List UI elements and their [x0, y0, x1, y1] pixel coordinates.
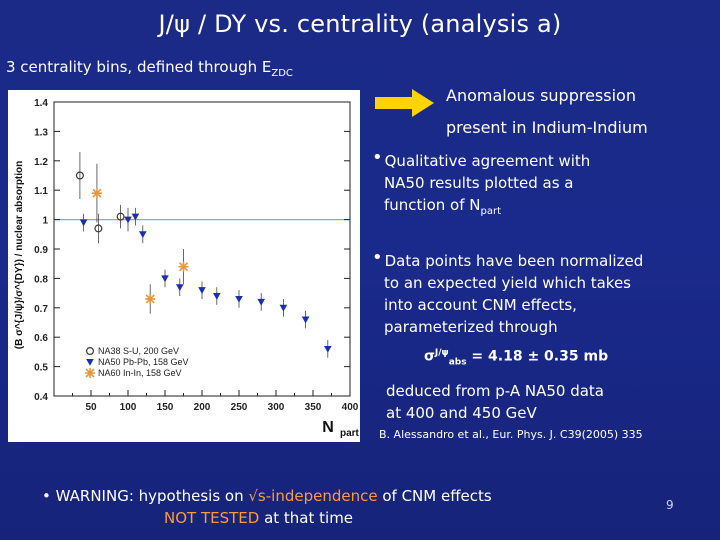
deduced-note: deduced from p-A NA50 data at 400 and 45…	[386, 380, 604, 424]
y-tick-label: 0.5	[34, 363, 48, 374]
reference-citation: B. Alessandro et al., Eur. Phys. J. C39(…	[379, 428, 643, 441]
data-point	[279, 304, 288, 312]
anomalous-line-1: Anomalous suppression	[446, 86, 636, 105]
bullet2-line3: into account CNM effects,	[384, 296, 577, 314]
legend-marker	[85, 347, 94, 356]
bullet2-line2: to an expected yield which takes	[384, 274, 631, 292]
warning-post: of CNM effects	[377, 487, 492, 505]
y-tick-label: 1.2	[34, 157, 48, 168]
y-tick-label: 0.9	[34, 245, 48, 256]
y-tick-label: 0.6	[34, 333, 48, 344]
data-point	[235, 295, 243, 303]
legend-label: NA38 S-U, 200 GeV	[98, 346, 179, 356]
y-tick-label: 1	[42, 216, 48, 227]
data-point	[178, 261, 189, 272]
y-tick-label: 1.1	[34, 186, 48, 197]
sigma-sub: abs	[448, 357, 467, 368]
sigma-symbol: σ	[424, 348, 435, 365]
warning-not-tested: NOT TESTED	[164, 509, 260, 527]
bullet-qualitative-agreement: • Qualitative agreement with NA50 results…	[372, 147, 712, 223]
x-axis-label-sub: part	[340, 428, 360, 439]
warning-note: • WARNING: hypothesis on √s-independence…	[42, 485, 492, 529]
data-point	[145, 293, 156, 304]
slide-title: J/ψ / DY vs. centrality (analysis a)	[158, 10, 562, 38]
x-tick-label: 350	[305, 402, 322, 413]
data-point	[139, 231, 147, 239]
y-tick-label: 0.7	[34, 304, 48, 315]
data-point	[257, 298, 265, 306]
legend-marker	[86, 359, 94, 366]
sigma-rest: = 4.18 ± 0.35 mb	[466, 348, 609, 365]
y-tick-label: 1.3	[34, 127, 48, 138]
data-point	[176, 284, 184, 292]
x-tick-label: 100	[120, 402, 137, 413]
warning-line2-post: at that time	[259, 509, 354, 527]
warning-pre: WARNING: hypothesis on	[55, 487, 249, 505]
bins-line: 3 centrality bins, defined through EZDC	[6, 58, 293, 79]
page-number: 9	[666, 498, 674, 512]
data-point	[124, 216, 132, 224]
data-point	[131, 213, 140, 221]
chart-panel: 0.4 0.5 0.6 0.7 0.8 0.9 1 1.1 1.2 1.3 1.4 50 100 150 2…	[8, 90, 360, 442]
bullet1-line1: Qualitative agreement with	[384, 152, 591, 170]
bullet1-line2: NA50 results plotted as a	[384, 174, 574, 192]
warning-line-1: • WARNING: hypothesis on √s-independence…	[42, 485, 492, 507]
data-point	[213, 293, 221, 300]
bullet1-line3-text: function of N	[384, 196, 481, 214]
data-point	[161, 275, 169, 283]
legend-label: NA60 In-In, 158 GeV	[98, 368, 182, 378]
data-point	[79, 219, 88, 227]
bullet-normalization: • Data points have been normalized to an …	[372, 247, 712, 338]
y-tick-label: 0.8	[34, 274, 48, 285]
sigma-abs-value: σJ/ψabs = 4.18 ± 0.35 mb	[424, 348, 608, 367]
data-point	[198, 287, 206, 294]
bullet1-line3-sub: part	[480, 206, 502, 217]
bullet-dot: •	[372, 247, 383, 268]
data-point	[94, 224, 103, 233]
sigma-sup: J/ψ	[434, 348, 449, 358]
anomalous-line-2: present in Indium-Indium	[446, 118, 648, 137]
data-point	[324, 345, 332, 353]
chart-svg: 0.4 0.5 0.6 0.7 0.8 0.9 1 1.1 1.2 1.3 1.4 50 100 150 2…	[14, 98, 360, 439]
warning-highlight: √s-independence	[248, 487, 378, 505]
legend-label: NA50 Pb-Pb, 158 GeV	[98, 357, 189, 367]
bullet2-line1: Data points have been normalized	[384, 252, 644, 270]
x-axis-label: N	[322, 419, 334, 436]
data-point	[116, 212, 125, 221]
bullet2-line4: parameterized through	[384, 318, 558, 336]
y-tick-label: 0.4	[34, 392, 48, 403]
x-tick-label: 300	[268, 402, 285, 413]
deduced-line-1: deduced from p-A NA50 data	[386, 382, 604, 400]
y-axis-label: (B σ^{J/ψ}/σ^{DY}) / nuclear absorption	[14, 161, 25, 349]
deduced-line-2: at 400 and 450 GeV	[386, 404, 537, 422]
warning-bullet: •	[42, 487, 51, 505]
bullet-dot: •	[372, 147, 383, 168]
bullet1-line3: function of Npart	[372, 194, 712, 223]
data-point	[301, 316, 310, 324]
right-arrow-icon	[375, 89, 434, 117]
bins-sub: ZDC	[271, 68, 293, 79]
anomalous-suppression-note: Anomalous suppression present in Indium-…	[446, 80, 648, 144]
x-tick-label: 50	[85, 402, 97, 413]
data-point	[91, 188, 102, 199]
x-tick-label: 250	[231, 402, 248, 413]
warning-line-2: NOT TESTED at that time	[42, 507, 492, 529]
data-point	[75, 171, 84, 180]
x-tick-label: 400	[342, 402, 359, 413]
x-tick-label: 200	[194, 402, 211, 413]
bins-text: 3 centrality bins, defined through E	[6, 58, 272, 76]
x-tick-label: 150	[157, 402, 174, 413]
legend-marker	[85, 368, 95, 378]
y-tick-label: 1.4	[34, 98, 48, 109]
